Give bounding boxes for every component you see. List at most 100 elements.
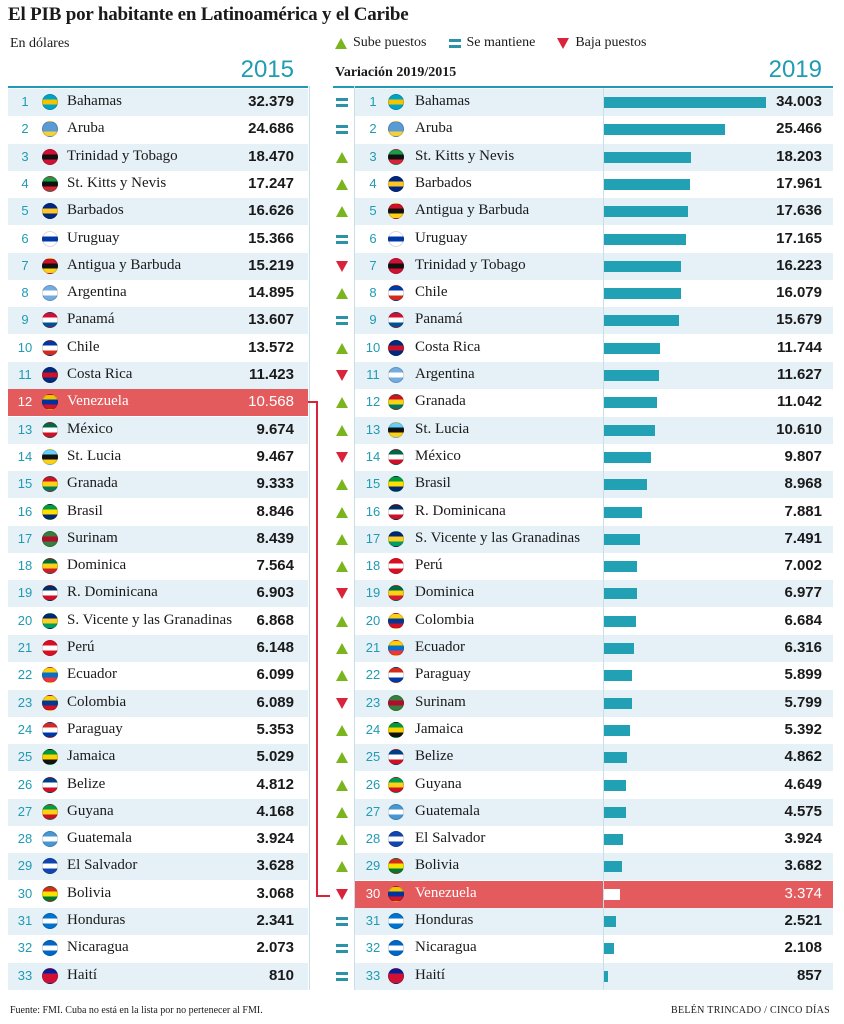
flag-icon <box>388 940 404 957</box>
flag-icon <box>388 503 404 520</box>
flag-icon <box>42 339 58 356</box>
gdp-bar <box>604 916 616 927</box>
flag-icon <box>42 803 58 820</box>
country-name: Uruguay <box>67 229 120 246</box>
gdp-bar <box>604 288 681 300</box>
table-row: 31 Honduras 2.521 <box>355 908 833 935</box>
table-row: 5 Barbados 16.626 <box>8 198 308 226</box>
flag-icon <box>42 858 58 875</box>
gdp-bar <box>604 970 609 982</box>
gdp-value: 18.470 <box>248 147 294 165</box>
equals-icon <box>448 38 461 48</box>
gdp-value: 5.799 <box>784 693 822 711</box>
rank-number: 19 <box>365 585 381 601</box>
credit: BELÉN TRINCADO / CINCO DÍAS <box>670 1005 830 1016</box>
change-indicator <box>336 451 348 463</box>
gdp-value: 2.521 <box>784 912 822 929</box>
rank-number: 30 <box>17 885 33 901</box>
table-row: 27 Guyana 4.168 <box>8 798 308 826</box>
gdp-value: 3.682 <box>784 857 822 875</box>
table-row: 4 Barbados 17.961 <box>355 171 833 198</box>
rank-number: 14 <box>365 448 381 464</box>
country-name: R. Dominicana <box>67 584 158 601</box>
country-name: Venezuela <box>415 884 477 901</box>
country-name: Colombia <box>67 693 127 710</box>
gdp-bar <box>604 806 626 818</box>
country-name: St. Lucia <box>415 420 470 437</box>
change-indicator <box>336 752 348 764</box>
rank-number: 17 <box>365 530 381 546</box>
equals-icon <box>336 125 348 135</box>
table-row: 11 Costa Rica 11.423 <box>8 362 308 389</box>
table-row: 8 Argentina 14.895 <box>8 280 308 307</box>
table-row: 15 Granada 9.333 <box>8 471 308 499</box>
country-name: Jamaica <box>415 720 464 737</box>
rank-number: 11 <box>18 367 32 382</box>
change-indicator <box>336 151 348 163</box>
country-name: Honduras <box>415 912 474 928</box>
table-row: 10 Costa Rica 11.744 <box>355 335 833 362</box>
table-row: 17 S. Vicente y las Granadinas 7.491 <box>355 525 833 553</box>
flag-icon <box>388 339 404 356</box>
gdp-value: 3.924 <box>256 830 294 848</box>
flag-icon <box>388 94 404 110</box>
rank-number: 18 <box>17 558 33 574</box>
country-name: Barbados <box>415 174 472 191</box>
rank-number: 28 <box>365 831 381 847</box>
country-name: Costa Rica <box>415 338 481 355</box>
gdp-value: 9.467 <box>256 447 294 465</box>
triangle-up-icon <box>336 643 348 654</box>
flag-icon <box>42 831 58 848</box>
country-name: Barbados <box>67 202 124 219</box>
country-name: S. Vicente y las Granadinas <box>415 529 581 546</box>
rank-number: 13 <box>17 421 33 437</box>
rank-number: 8 <box>21 285 29 301</box>
gdp-value: 857 <box>796 966 822 984</box>
flag-icon <box>388 913 404 929</box>
table-row: 6 Uruguay 17.165 <box>355 226 833 253</box>
rank-number: 10 <box>17 339 33 355</box>
flag-icon <box>388 367 404 383</box>
gdp-bar <box>604 943 615 955</box>
rank-number: 20 <box>365 612 381 628</box>
gdp-value: 7.564 <box>256 557 294 575</box>
rank-number: 25 <box>17 749 33 765</box>
triangle-up-icon <box>336 834 348 846</box>
gdp-value: 5.353 <box>256 720 294 738</box>
rank-number: 5 <box>21 203 29 219</box>
variation-label: Variación 2019/2015 <box>335 65 457 80</box>
gdp-bar <box>604 315 679 327</box>
triangle-down-icon <box>336 260 348 272</box>
change-indicator <box>336 315 348 326</box>
gdp-value: 13.607 <box>248 311 294 329</box>
gdp-bar <box>604 424 655 436</box>
country-name: Argentina <box>415 366 475 382</box>
chart-title: El PIB por habitante en Latinoamérica y … <box>8 4 409 25</box>
rank-number: 9 <box>21 312 29 328</box>
equals-icon <box>336 234 348 244</box>
rank-number: 26 <box>17 776 33 792</box>
triangle-up-icon <box>336 779 348 791</box>
table-row: 11 Argentina 11.627 <box>355 362 833 389</box>
left-table-edge <box>309 86 310 990</box>
bar-axis <box>603 88 604 990</box>
gdp-value: 16.626 <box>248 202 294 220</box>
change-indicator <box>336 779 348 791</box>
rank-number: 15 <box>365 476 381 492</box>
gdp-value: 5.392 <box>784 720 822 738</box>
flag-icon <box>42 640 58 656</box>
rank-number: 10 <box>365 339 381 355</box>
country-name: Honduras <box>67 912 126 928</box>
table-row: 21 Perú 6.148 <box>8 635 308 662</box>
triangle-down-icon <box>557 37 570 49</box>
gdp-value: 3.924 <box>784 830 822 848</box>
rank-number: 14 <box>17 448 33 464</box>
flag-icon <box>388 585 404 602</box>
country-name: Haití <box>415 966 445 983</box>
flag-icon <box>388 257 404 274</box>
table-row: 15 Brasil 8.968 <box>355 471 833 499</box>
country-name: Bolivia <box>67 884 112 901</box>
table-row: 8 Chile 16.079 <box>355 280 833 307</box>
change-indicator <box>336 234 348 244</box>
country-name: S. Vicente y las Granadinas <box>67 611 233 628</box>
